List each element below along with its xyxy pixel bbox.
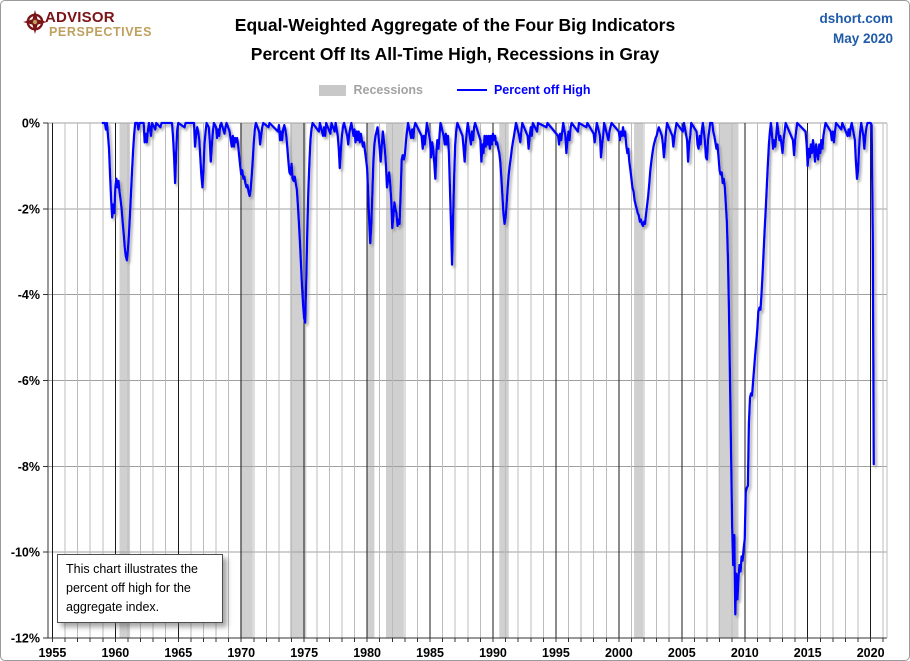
legend-series-label: Percent off High	[493, 83, 591, 97]
vertical-gridlines	[51, 123, 884, 638]
svg-text:-8%: -8%	[18, 460, 40, 474]
svg-text:1995: 1995	[542, 646, 570, 660]
annotation-callout: This chart illustrates the percent off h…	[57, 554, 223, 624]
svg-text:1975: 1975	[290, 646, 318, 660]
compass-rose-icon	[23, 10, 47, 39]
x-axis-labels: 1955 1960 1965 1970 1975 1980 1985 1990 1995 2000…	[38, 646, 884, 660]
series-line-swatch-icon	[456, 89, 487, 91]
svg-text:2020: 2020	[857, 646, 885, 660]
svg-text:0%: 0%	[22, 117, 40, 131]
source-site: dshort.com	[819, 11, 893, 26]
chart-title: Equal-Weighted Aggregate of the Four Big…	[1, 11, 909, 69]
svg-text:2015: 2015	[794, 646, 822, 660]
svg-text:1960: 1960	[101, 646, 129, 660]
svg-text:2000: 2000	[605, 646, 633, 660]
advisor-perspectives-logo: ADVISOR PERSPECTIVES	[23, 10, 152, 39]
percent-off-high-line	[101, 121, 875, 616]
svg-text:2010: 2010	[731, 646, 759, 660]
svg-text:1970: 1970	[227, 646, 255, 660]
svg-text:1990: 1990	[479, 646, 507, 660]
legend-item-recessions: Recessions	[319, 83, 423, 97]
svg-text:1965: 1965	[164, 646, 192, 660]
svg-text:-2%: -2%	[18, 202, 40, 216]
svg-text:-4%: -4%	[18, 288, 40, 302]
legend-recessions-label: Recessions	[353, 83, 423, 97]
annotation-text: This chart illustrates the percent off h…	[66, 562, 198, 614]
logo-word-advisor: ADVISOR	[45, 9, 115, 27]
axis-ticks	[43, 122, 884, 642]
svg-text:-6%: -6%	[18, 374, 40, 388]
svg-text:2005: 2005	[668, 646, 696, 660]
svg-text:-10%: -10%	[11, 546, 40, 560]
chart-title-line1: Equal-Weighted Aggregate of the Four Big…	[234, 15, 676, 35]
svg-text:1985: 1985	[416, 646, 444, 660]
svg-text:1955: 1955	[38, 646, 66, 660]
source-date: May 2020	[832, 30, 893, 46]
legend-item-percent-off-high: Percent off High	[456, 83, 591, 97]
source-attribution: dshort.com May 2020	[819, 9, 893, 48]
chart-title-line2: Percent Off Its All-Time High, Recession…	[250, 44, 660, 64]
svg-text:-12%: -12%	[11, 632, 40, 646]
recession-swatch-icon	[319, 84, 347, 96]
y-axis-labels: 0% -2% -4% -6% -8% -10% -12%	[11, 117, 40, 646]
logo-word-perspectives: PERSPECTIVES	[49, 25, 153, 40]
svg-text:1980: 1980	[353, 646, 381, 660]
legend: Recessions Percent off High	[1, 83, 909, 97]
